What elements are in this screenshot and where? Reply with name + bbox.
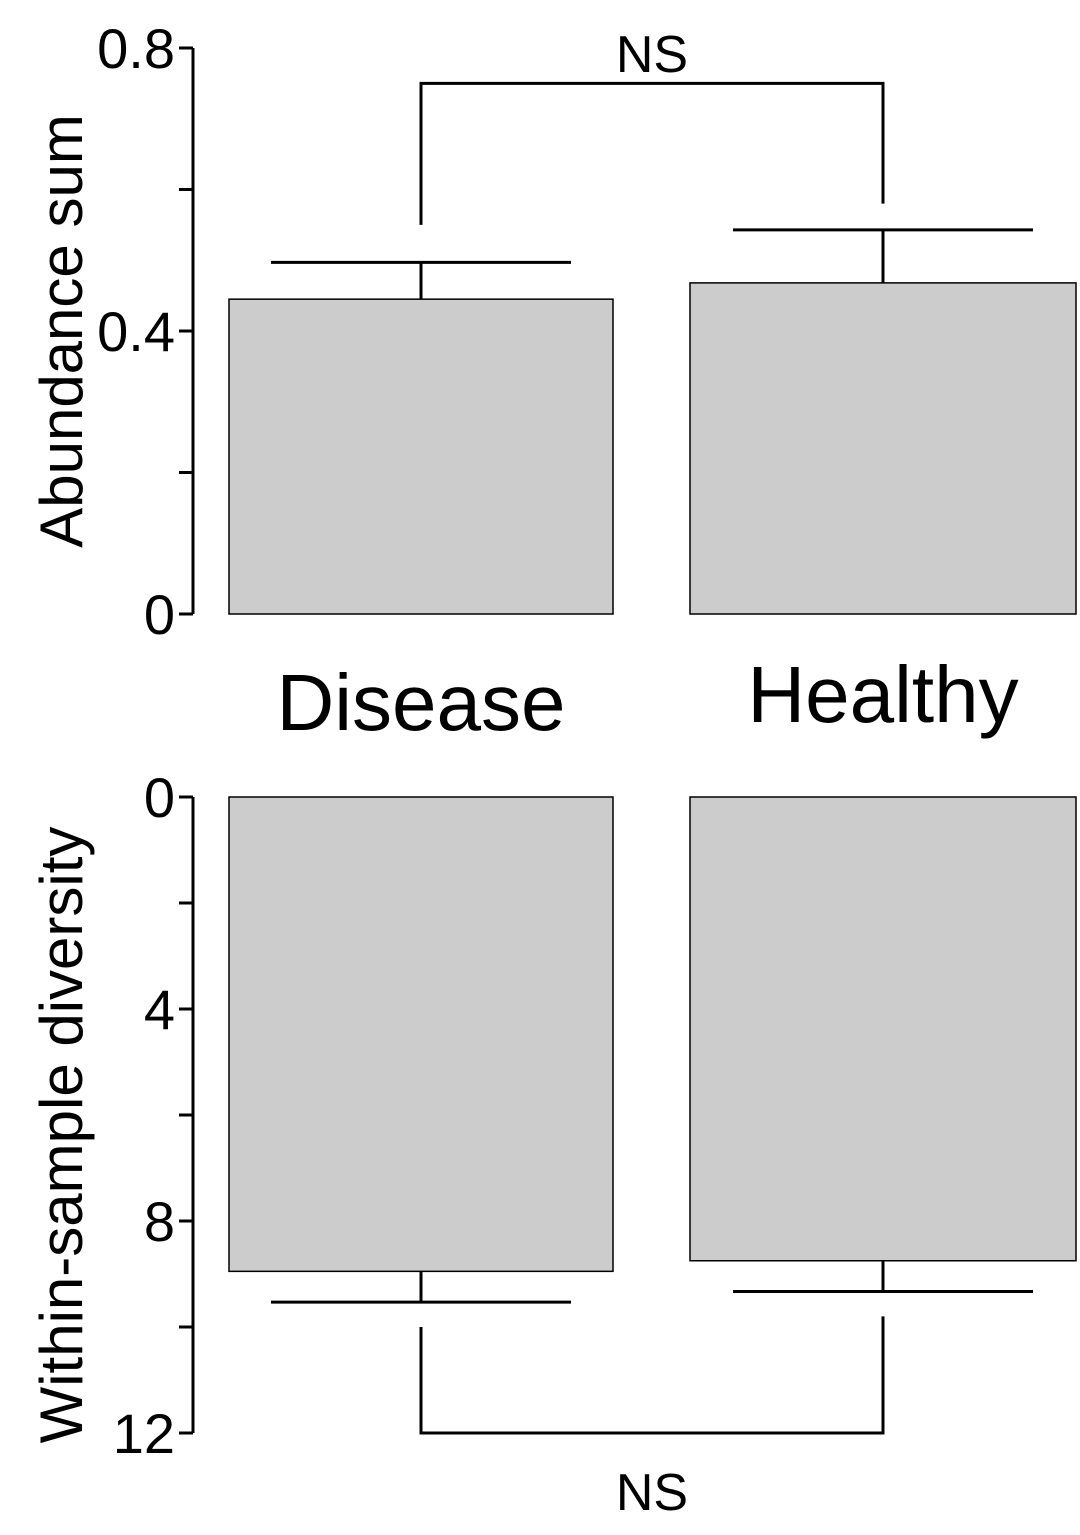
top-error-bar-healthy	[733, 228, 1033, 283]
bottom-bar-healthy	[689, 796, 1077, 1262]
top-y-axis-title: Abundance sum	[28, 114, 95, 548]
bottom-y-tick-label: 0	[144, 766, 175, 829]
top-significance-bracket	[419, 81, 885, 225]
top-panel: 0 0.4 0.8 NS Abundance sum	[28, 17, 1077, 646]
bottom-y-tick-label: 12	[113, 1402, 175, 1465]
bottom-panel: 0 4 8 12 NS Within-sample diversity	[28, 766, 1077, 1522]
bottom-y-tick-label: 8	[144, 1190, 175, 1253]
bottom-bar-disease	[228, 796, 614, 1273]
bottom-y-axis-title: Within-sample diversity	[28, 827, 95, 1444]
bottom-significance-bracket	[419, 1316, 885, 1435]
top-bar-disease	[228, 298, 614, 615]
top-y-ticks: 0 0.4 0.8	[97, 17, 193, 646]
bottom-significance-label: NS	[616, 1464, 688, 1522]
top-bar-healthy	[689, 282, 1077, 615]
bottom-error-bar-healthy	[733, 1260, 1033, 1293]
top-y-tick-label: 0	[144, 583, 175, 646]
category-label-healthy: Healthy	[747, 650, 1018, 739]
bottom-y-tick-label: 4	[144, 978, 175, 1041]
top-y-tick-label: 0.8	[97, 17, 175, 80]
top-significance-label: NS	[616, 26, 688, 84]
category-label-disease: Disease	[276, 658, 565, 747]
bottom-y-ticks: 0 4 8 12	[113, 766, 193, 1465]
top-error-bar-disease	[271, 260, 571, 300]
top-y-tick-label: 0.4	[97, 300, 175, 363]
bottom-error-bar-disease	[271, 1271, 571, 1304]
